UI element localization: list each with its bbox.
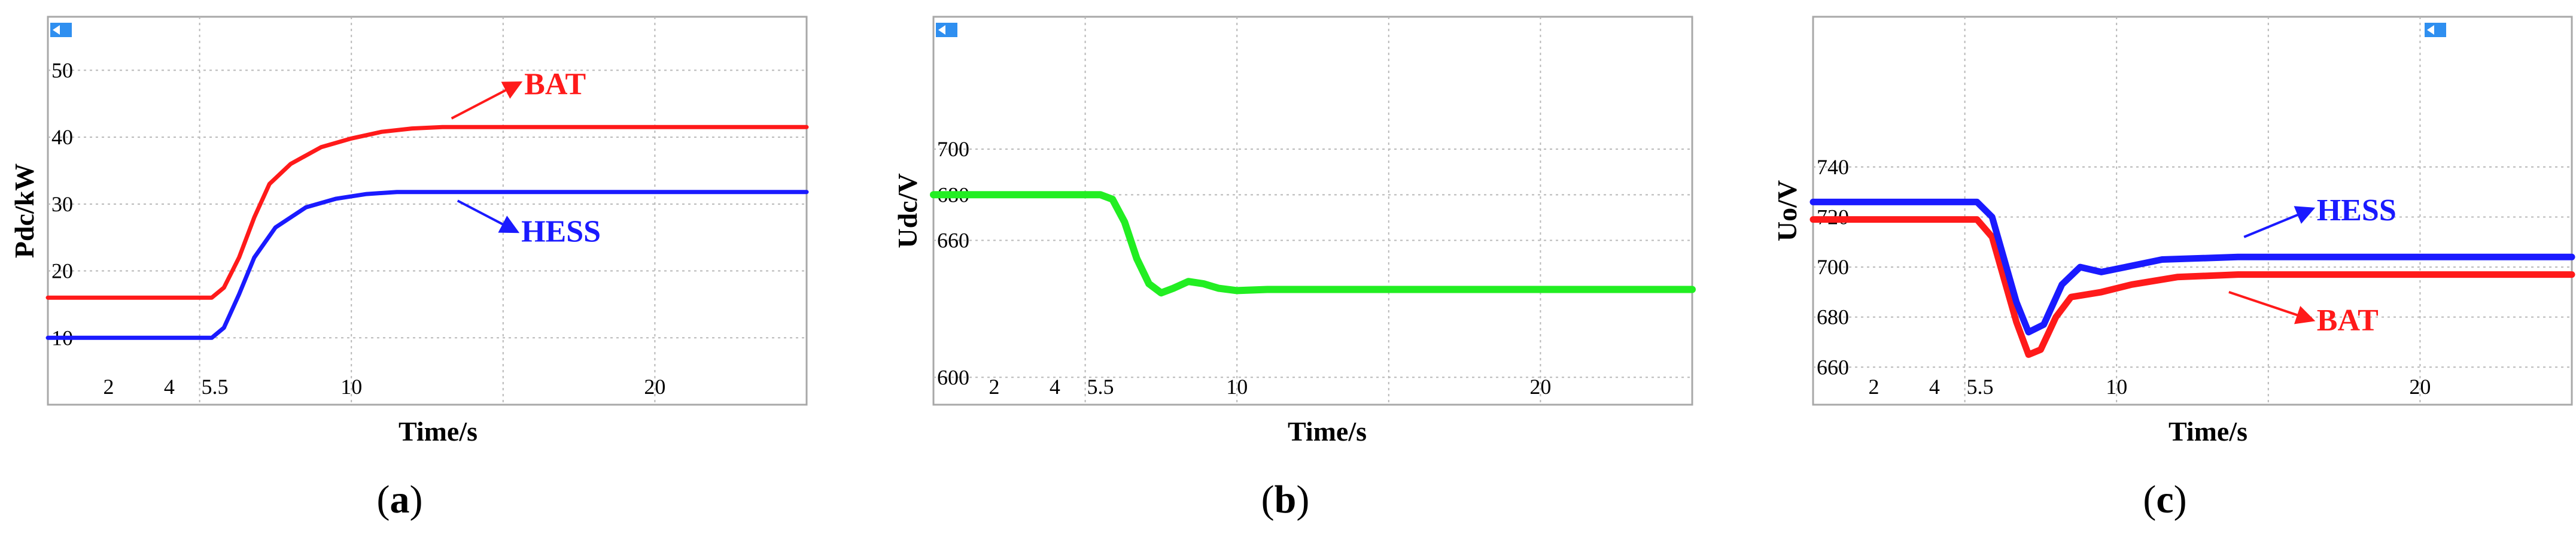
series-lines — [930, 191, 1696, 297]
x-axis-label: Time/s — [399, 416, 478, 447]
x-tick-label: 10 — [340, 375, 362, 399]
panel-caption: (c) — [2143, 478, 2186, 521]
channel-marker-icon — [50, 23, 72, 37]
x-tick-label: 2 — [989, 375, 999, 399]
series-lines — [1809, 198, 2575, 358]
y-tick-label: 50 — [51, 58, 73, 82]
y-tick-label: 600 — [937, 365, 969, 389]
annotation-label: HESS — [2317, 193, 2396, 227]
x-tick-label: 2 — [1868, 375, 1879, 399]
y-tick-label: 30 — [51, 192, 73, 216]
annotation-label: BAT — [524, 68, 586, 102]
y-tick-label: 660 — [937, 229, 969, 253]
y-tick-label: 20 — [51, 259, 73, 283]
x-tick-label: 10 — [2106, 375, 2127, 399]
annotation-arrow — [2228, 290, 2316, 324]
x-tick-label: 4 — [164, 375, 175, 399]
x-tick-label: 5.5 — [1087, 375, 1114, 399]
plot-frame — [1812, 16, 2573, 406]
y-axis-label: Pdc/kW — [9, 163, 39, 258]
series-line-hess — [45, 190, 809, 340]
x-tick-label: 20 — [644, 375, 665, 399]
x-tick-label: 5.5 — [1966, 375, 1993, 399]
x-tick-label: 20 — [1529, 375, 1551, 399]
plot-frame — [932, 16, 1693, 406]
annotations: BAT HESS — [451, 68, 601, 249]
y-tick-label: 700 — [1817, 255, 1849, 279]
series-line-udc — [930, 191, 1696, 297]
annotation-label: BAT — [2317, 304, 2379, 338]
series-line-bat — [45, 125, 809, 300]
y-tick-label: 700 — [937, 137, 969, 161]
channel-marker-icon — [2425, 23, 2446, 37]
panel-caption: (b) — [1261, 478, 1310, 521]
x-tick-label: 20 — [2409, 375, 2431, 399]
x-axis-label: Time/s — [2169, 416, 2247, 447]
x-axis-label: Time/s — [1288, 416, 1367, 447]
y-axis-label: Uo/V — [1772, 180, 1802, 241]
annotation-label: HESS — [521, 215, 601, 249]
y-tick-label: 40 — [51, 125, 73, 149]
x-tick-label: 10 — [1226, 375, 1248, 399]
series-line-hess — [1809, 198, 2575, 336]
channel-marker-icon — [936, 23, 957, 37]
x-tick-label: 4 — [1050, 375, 1060, 399]
annotation-arrow — [2243, 206, 2316, 238]
x-tick-label: 5.5 — [201, 375, 228, 399]
panel-caption: (a) — [377, 478, 423, 521]
grid-lines — [48, 17, 807, 405]
plot-frame — [47, 16, 808, 406]
series-line-bat — [1809, 216, 2575, 358]
y-tick-label: 660 — [1817, 355, 1849, 379]
y-tick-label: 680 — [1817, 305, 1849, 329]
x-tick-label: 4 — [1929, 375, 1940, 399]
y-tick-label: 740 — [1817, 155, 1849, 179]
annotations: HESS BAT — [2228, 193, 2396, 338]
series-lines — [45, 125, 809, 340]
annotation-arrow — [457, 199, 520, 233]
y-axis-label: Udc/V — [892, 173, 923, 248]
x-tick-label: 2 — [103, 375, 114, 399]
annotation-arrow — [451, 81, 523, 120]
